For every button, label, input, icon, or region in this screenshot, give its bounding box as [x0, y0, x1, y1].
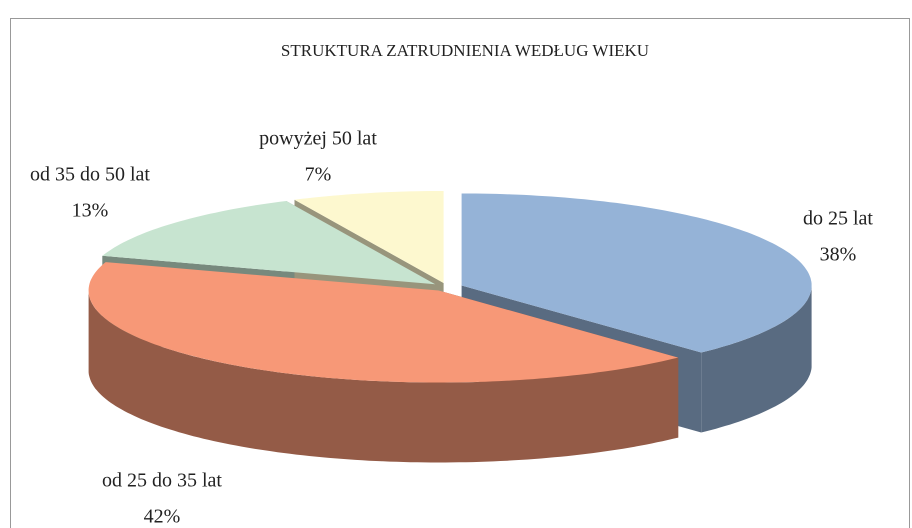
slice-label: powyżej 50 lat [259, 128, 377, 150]
slice-value-label: 42% [144, 506, 181, 528]
slice [102, 201, 436, 285]
slice-value-label: 13% [72, 200, 109, 222]
slice-value-label: 7% [305, 164, 332, 186]
chart-title: STRUKTURA ZATRUDNIENIA WEDŁUG WIEKU [281, 41, 649, 60]
slice-label: do 25 lat [803, 208, 873, 230]
slice-label: od 25 do 35 lat [102, 470, 222, 492]
slice [294, 191, 444, 283]
slice [88, 262, 679, 383]
slice-side [88, 290, 679, 463]
slice [461, 193, 812, 353]
slice-label: od 35 do 50 lat [30, 164, 150, 186]
slice-side [701, 285, 812, 433]
slice-value-label: 38% [820, 244, 857, 266]
